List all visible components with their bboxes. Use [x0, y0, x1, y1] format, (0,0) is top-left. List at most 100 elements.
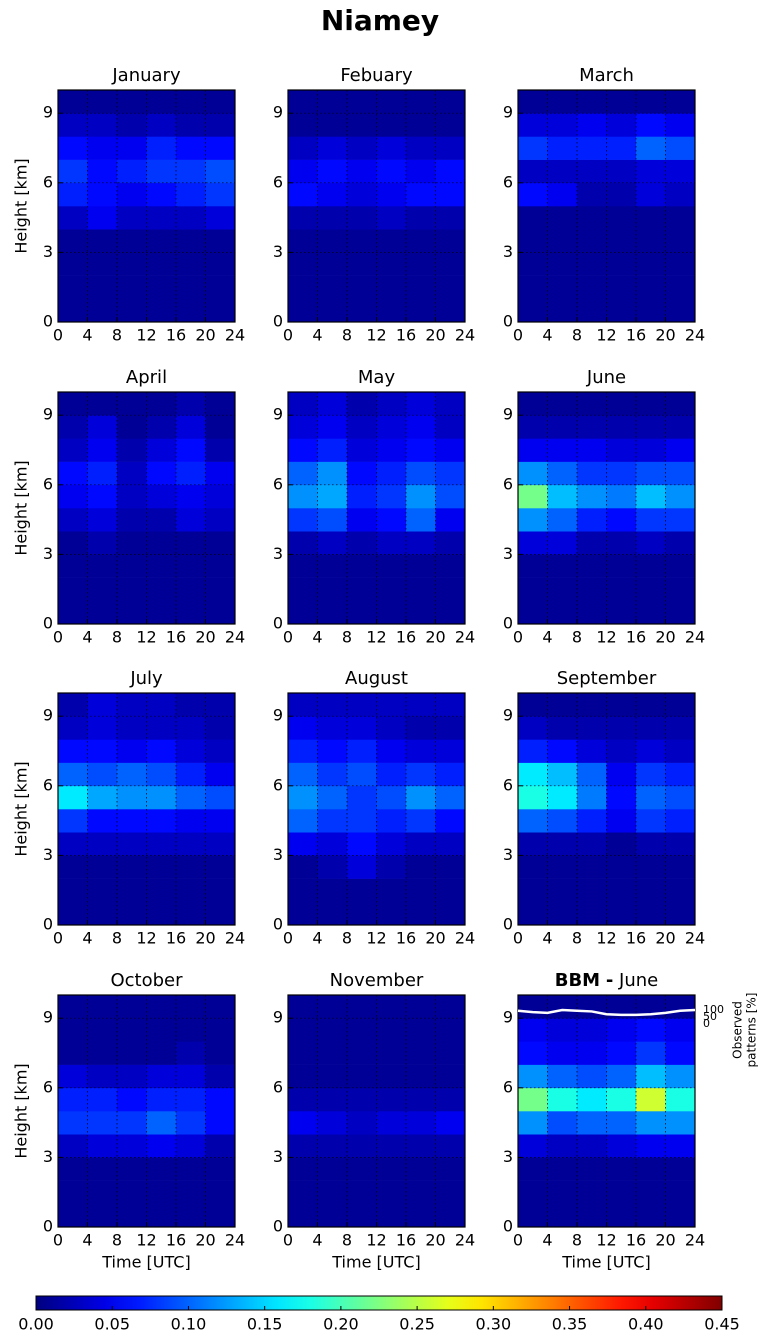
panel-title: September	[557, 668, 657, 689]
heat-cell	[288, 1111, 318, 1135]
x-tick-label: 16	[166, 326, 186, 345]
x-tick-label: 12	[596, 1231, 616, 1250]
heat-cell	[317, 878, 348, 903]
heat-cell	[176, 878, 206, 903]
heat-cell	[518, 901, 548, 926]
heat-cell	[176, 693, 206, 717]
heat-cell	[577, 1111, 607, 1135]
x-tick-label: 20	[425, 326, 445, 345]
heat-cell	[288, 1134, 318, 1158]
heat-cell	[577, 1203, 607, 1228]
heat-cell	[435, 785, 466, 810]
panel-title: March	[579, 65, 634, 86]
heat-cell	[317, 275, 348, 300]
heat-cell	[518, 1018, 548, 1042]
heat-cell	[146, 809, 177, 833]
heat-cell	[87, 392, 118, 416]
heat-cell	[577, 229, 607, 253]
heat-cell	[117, 1203, 147, 1228]
heat-cell	[117, 1180, 147, 1205]
heat-cell	[376, 1087, 407, 1112]
heat-cell	[205, 1087, 236, 1112]
heat-cell	[146, 554, 177, 578]
heat-cell	[376, 90, 407, 114]
heat-cell	[176, 1041, 206, 1065]
heat-cell	[577, 693, 607, 717]
heat-cell	[288, 136, 318, 160]
heat-cell	[117, 901, 147, 926]
heat-cell	[347, 1203, 377, 1228]
heat-cell	[636, 252, 666, 276]
heat-cell	[58, 531, 88, 555]
y-tick-label: 9	[273, 103, 283, 122]
heat-cell	[406, 298, 436, 323]
heat-cell	[406, 901, 436, 926]
heat-cell	[376, 1111, 407, 1135]
y2-tick-label: 100	[703, 1003, 724, 1016]
heat-cell	[87, 855, 118, 879]
x-tick-label: 0	[513, 929, 523, 948]
heat-cell	[577, 809, 607, 833]
heat-cell	[58, 878, 88, 903]
x-tick-label: 8	[112, 929, 122, 948]
heat-cell	[435, 577, 466, 602]
y-tick-label: 0	[43, 915, 53, 934]
heat-cell	[577, 298, 607, 323]
x-tick-label: 16	[626, 326, 646, 345]
heat-cell	[606, 484, 637, 509]
heat-cell	[665, 415, 696, 439]
heat-cell	[577, 461, 607, 486]
heat-cell	[58, 229, 88, 253]
heat-cell	[347, 600, 377, 625]
heat-cell	[58, 298, 88, 323]
y-tick-label: 3	[503, 845, 513, 864]
heat-cell	[288, 461, 318, 486]
heat-cell	[117, 739, 147, 763]
colorbar-tick-label: 0.00	[18, 1315, 54, 1334]
heat-cell	[435, 531, 466, 555]
heat-cell	[376, 438, 407, 462]
x-tick-label: 4	[312, 1231, 322, 1250]
heat-cell	[547, 693, 578, 717]
heat-cell	[317, 693, 348, 717]
heat-cell	[58, 438, 88, 462]
x-tick-label: 8	[342, 929, 352, 948]
x-tick-label: 24	[685, 1231, 705, 1250]
x-tick-label: 12	[366, 628, 386, 647]
heat-cell	[376, 415, 407, 439]
heat-cell	[376, 1134, 407, 1158]
heat-cell	[176, 461, 206, 486]
heat-cell	[518, 392, 548, 416]
heat-cell	[518, 298, 548, 323]
colorbar-tick-label: 0.05	[94, 1315, 130, 1334]
heat-cell	[176, 716, 206, 740]
heat-cell	[665, 159, 696, 184]
plot-frame	[287, 89, 466, 323]
heat-cell	[347, 554, 377, 578]
heat-cell	[406, 461, 436, 486]
colorbar-tick-label: 0.15	[247, 1315, 283, 1334]
heat-cell	[347, 1111, 377, 1135]
heat-cell	[636, 415, 666, 439]
heat-cell	[347, 484, 377, 509]
heat-cell	[58, 1018, 88, 1042]
heat-cell	[376, 600, 407, 625]
heat-cell	[117, 1041, 147, 1065]
heat-cell	[636, 1203, 666, 1228]
heat-cell	[347, 229, 377, 253]
heat-cell	[87, 136, 118, 160]
heat-cell	[176, 252, 206, 276]
y-tick-label: 0	[273, 915, 283, 934]
heat-cell	[347, 159, 377, 184]
heat-cell	[665, 554, 696, 578]
heat-cell	[317, 901, 348, 926]
heat-cell	[87, 600, 118, 625]
heat-cell	[146, 1157, 177, 1181]
heat-cell	[146, 901, 177, 926]
heat-cell	[317, 785, 348, 810]
x-tick-label: 8	[572, 929, 582, 948]
heat-cell	[636, 716, 666, 740]
colorbar-tick-label: 0.25	[399, 1315, 435, 1334]
heat-cell	[606, 275, 637, 300]
heat-cell	[146, 1203, 177, 1228]
